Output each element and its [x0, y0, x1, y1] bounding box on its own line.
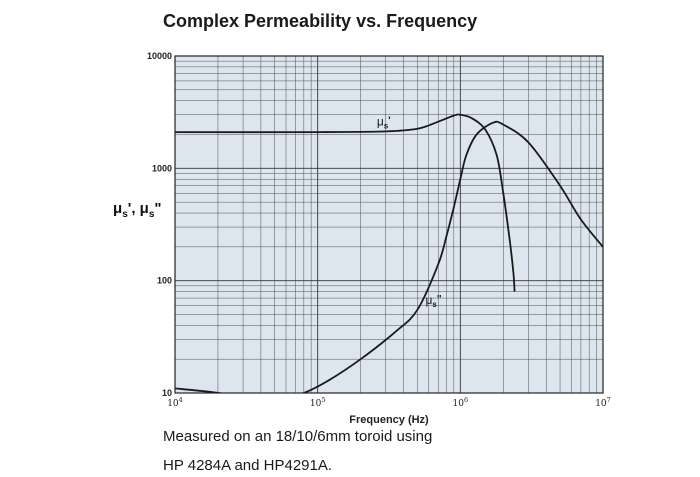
- caption-line-1: Measured on an 18/10/6mm toroid using: [163, 428, 433, 445]
- y-tick-label: 10: [162, 388, 172, 398]
- x-axis-label: Frequency (Hz): [349, 414, 429, 426]
- y-tick-label: 1000: [152, 163, 172, 173]
- plot-area: [175, 56, 603, 393]
- y-tick-label: 100: [157, 276, 172, 286]
- data-series: μs' μs": [175, 113, 603, 393]
- series-label-1: μs': [377, 115, 391, 131]
- y-tick-label: 10000: [147, 51, 172, 61]
- chart-title: Complex Permeability vs. Frequency: [163, 11, 478, 31]
- series-line-2: [175, 120, 603, 393]
- grid-lines: [175, 56, 603, 393]
- x-tick-label: 106: [453, 396, 469, 409]
- x-tick-label: 104: [167, 396, 183, 409]
- y-axis-label: μs', μs": [113, 200, 162, 220]
- plot-frame: [174, 55, 604, 394]
- series-label-2: μs": [426, 293, 442, 309]
- x-tick-label: 105: [310, 396, 326, 409]
- caption-line-2: HP 4284A and HP4291A.: [163, 457, 333, 474]
- series-line-1: [175, 113, 516, 292]
- x-tick-label: 107: [595, 396, 611, 409]
- tick-labels: 10 100 1000 10000 104 105 106 107: [147, 51, 611, 409]
